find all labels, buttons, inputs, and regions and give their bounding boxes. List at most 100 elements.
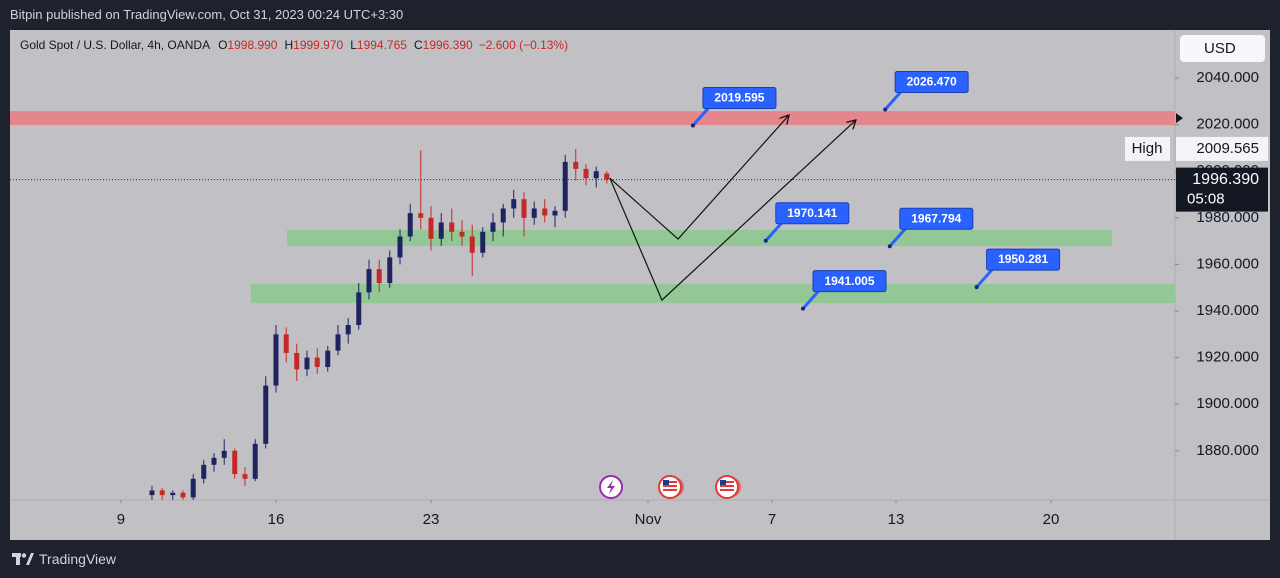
flag-stripe	[663, 489, 677, 491]
candle-body	[314, 357, 320, 367]
flag-stripe	[720, 485, 734, 487]
candle-body	[211, 457, 217, 465]
x-tick-label: 16	[268, 511, 285, 528]
candle-body	[387, 257, 393, 284]
marker-tail	[975, 268, 994, 289]
candle-body	[407, 213, 413, 237]
candle-body	[511, 199, 517, 209]
candle-body	[500, 208, 506, 223]
candle-body	[252, 443, 258, 479]
marker-box[interactable]	[775, 202, 850, 225]
zone	[250, 283, 1175, 304]
marker-label: 1967.794	[911, 211, 961, 225]
flag-canton	[663, 480, 669, 485]
legend-value: 1994.765	[357, 38, 407, 52]
marker-anchor	[690, 123, 695, 128]
candle-body	[583, 168, 589, 179]
flag-stripe	[720, 489, 734, 491]
event-icon	[607, 480, 615, 494]
candle-body	[552, 210, 558, 216]
marker-box[interactable]	[986, 248, 1061, 271]
overlay	[599, 475, 741, 499]
candle-body	[480, 231, 486, 253]
marker-anchor	[887, 244, 892, 249]
x-tick-label: 20	[1043, 511, 1060, 528]
candle-body	[531, 208, 537, 218]
marker-box[interactable]	[899, 207, 974, 230]
candle-body	[190, 478, 196, 498]
currency-box[interactable]	[1180, 35, 1265, 62]
legend-value: 1996.390	[423, 38, 473, 52]
candle-body	[490, 222, 496, 232]
candle-body	[345, 325, 351, 335]
x-tick-label: 23	[423, 511, 440, 528]
flag-canton	[720, 480, 726, 485]
candle-body	[221, 450, 227, 458]
marker-box[interactable]	[812, 270, 887, 293]
candle-body	[325, 350, 331, 367]
candle-body	[304, 357, 310, 370]
legend-key: H	[284, 38, 293, 52]
marker-box[interactable]	[894, 71, 969, 94]
marker-tail	[801, 289, 821, 310]
x-tick-label: 9	[117, 511, 125, 528]
candle-body	[201, 464, 207, 479]
candle-body	[459, 231, 465, 237]
flag-stripe	[663, 485, 677, 487]
y-tick-label: 1980.000	[1196, 209, 1259, 226]
marker-tail	[884, 90, 903, 111]
candle-body	[604, 173, 610, 180]
marker-anchor	[974, 285, 979, 290]
y-tick-label: 1880.000	[1196, 442, 1259, 459]
legend-key: O	[218, 38, 227, 52]
candle-body	[335, 334, 341, 351]
candle-body	[159, 490, 165, 496]
legend-value: 1998.990	[227, 38, 277, 52]
high-value: 2009.565	[1196, 140, 1259, 157]
candle-body	[418, 213, 424, 218]
candle-body	[562, 161, 568, 211]
marker-anchor	[763, 238, 768, 243]
y-tick-label: 1940.000	[1196, 302, 1259, 319]
countdown: 05:08	[1187, 191, 1225, 208]
marker-tail	[888, 227, 907, 248]
marker-box[interactable]	[702, 87, 777, 110]
flag-stripe	[663, 481, 677, 483]
marker-anchor	[800, 306, 805, 311]
legend-key: L	[350, 38, 357, 52]
marker-tail	[691, 106, 711, 127]
flag-stripe	[720, 481, 734, 483]
axis-pointer	[1176, 113, 1183, 124]
currency: USD	[1204, 40, 1236, 57]
brand: TradingView	[39, 551, 117, 567]
candle-body	[356, 292, 362, 326]
marker-label: 1941.005	[824, 274, 874, 288]
logo	[12, 553, 34, 565]
footer: TradingView	[12, 551, 116, 567]
projection-path	[609, 115, 789, 240]
candle-body	[263, 385, 269, 444]
candle-body	[273, 334, 279, 386]
x-tick-label: 13	[888, 511, 905, 528]
candle-body	[438, 222, 444, 239]
x-tick-label: 7	[768, 511, 776, 528]
high-tag-box	[1125, 136, 1170, 161]
marker-tail	[764, 221, 783, 242]
y-tick-label: 1920.000	[1196, 349, 1259, 366]
y-tick-label: 2040.000	[1196, 69, 1259, 86]
legend-key: C	[414, 38, 423, 52]
candle-body	[428, 217, 434, 239]
marker-label: 1970.141	[787, 206, 837, 220]
candle-body	[542, 208, 548, 216]
marker-label: 1950.281	[998, 252, 1048, 266]
x-tick-label: Nov	[635, 511, 662, 528]
high-tag: High	[1132, 140, 1163, 157]
projection-path	[609, 120, 856, 302]
publish-info: Bitpin published on TradingView.com, Oct…	[10, 7, 404, 22]
candle-body	[449, 222, 455, 232]
zone	[10, 111, 1175, 126]
last-price: 1996.390	[1192, 171, 1259, 188]
candle-body	[521, 199, 527, 218]
